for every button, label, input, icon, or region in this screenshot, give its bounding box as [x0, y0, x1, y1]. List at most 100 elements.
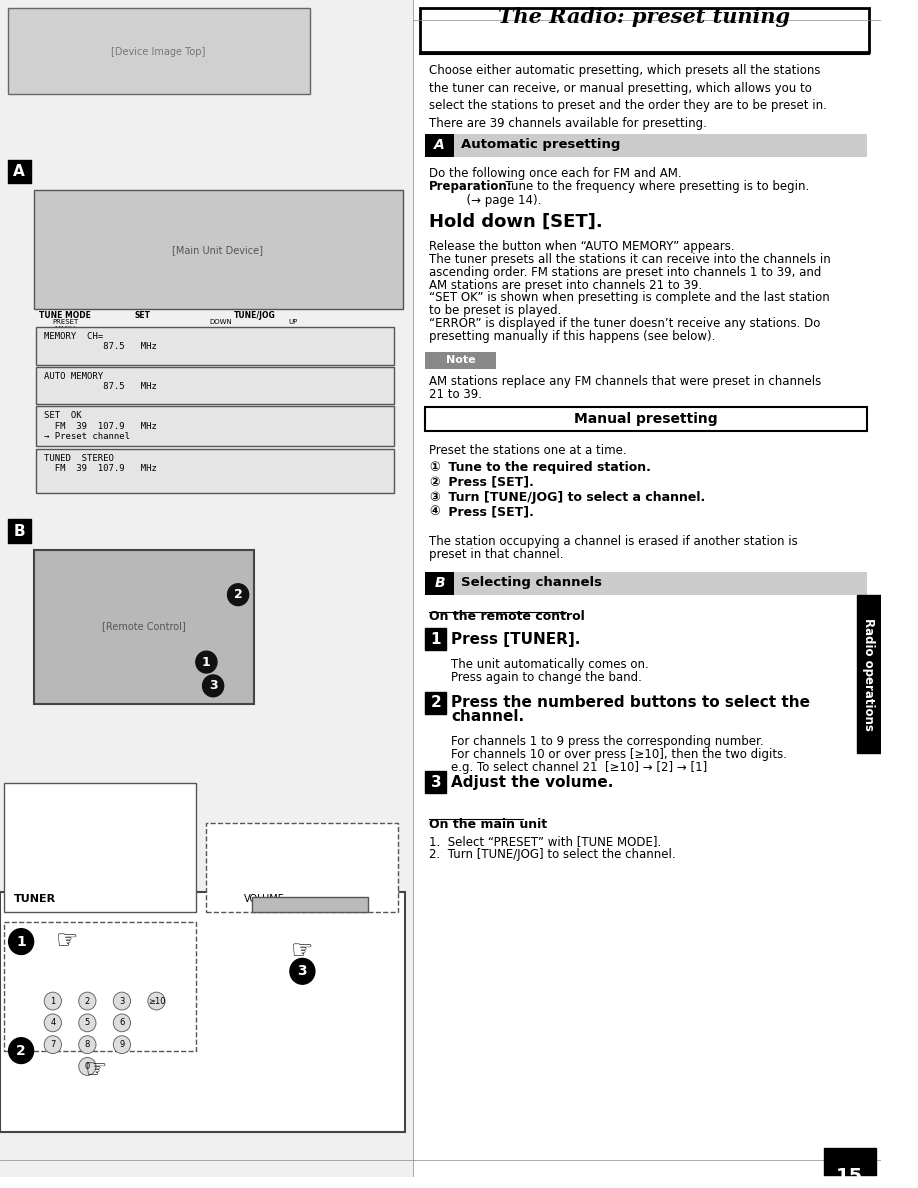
Bar — [4, 783, 196, 912]
Circle shape — [79, 992, 96, 1010]
Bar — [425, 771, 446, 792]
Text: On the main unit: On the main unit — [429, 817, 547, 830]
Text: A: A — [14, 164, 25, 179]
Text: Press [SET].: Press [SET]. — [443, 475, 533, 488]
Circle shape — [44, 992, 62, 1010]
Text: TUNE MODE: TUNE MODE — [39, 311, 91, 321]
Text: AM stations replace any FM channels that were preset in channels: AM stations replace any FM channels that… — [429, 374, 822, 387]
Text: VOLUME: VOLUME — [243, 895, 285, 904]
Bar — [425, 571, 867, 595]
Bar — [207, 822, 398, 912]
Bar — [425, 134, 454, 157]
Text: Selecting channels: Selecting channels — [461, 576, 602, 589]
Text: 3: 3 — [431, 775, 442, 790]
Text: Adjust the volume.: Adjust the volume. — [452, 775, 613, 790]
Text: The station occupying a channel is erased if another station is: The station occupying a channel is erase… — [429, 536, 798, 548]
Text: Turn [TUNE/JOG] to select a channel.: Turn [TUNE/JOG] to select a channel. — [443, 491, 705, 504]
Text: PRESET: PRESET — [52, 320, 78, 326]
Bar — [34, 550, 254, 703]
Circle shape — [44, 1013, 62, 1031]
Text: 2: 2 — [431, 695, 442, 710]
Bar — [425, 134, 867, 157]
Text: A: A — [434, 138, 445, 152]
Bar — [857, 595, 881, 753]
Bar — [420, 8, 868, 51]
Bar — [7, 519, 30, 543]
Text: ☞: ☞ — [56, 929, 78, 954]
Bar — [0, 0, 413, 1177]
Text: B: B — [434, 576, 445, 589]
Text: ascending order. FM stations are preset into channels 1 to 39, and: ascending order. FM stations are preset … — [429, 266, 822, 279]
Text: Press again to change the band.: Press again to change the band. — [452, 671, 642, 684]
Text: B: B — [14, 524, 25, 538]
Bar — [37, 327, 394, 365]
Bar — [7, 8, 310, 94]
Text: 2: 2 — [84, 997, 90, 1005]
Text: “ERROR” is displayed if the tuner doesn’t receive any stations. Do: “ERROR” is displayed if the tuner doesn’… — [429, 317, 821, 330]
Text: 1: 1 — [50, 997, 55, 1005]
Bar — [425, 407, 867, 431]
Bar — [37, 406, 394, 446]
Text: UP: UP — [288, 320, 297, 326]
Circle shape — [113, 1013, 130, 1031]
Bar — [413, 0, 881, 1177]
Bar — [425, 571, 454, 595]
Text: TUNE/JOG: TUNE/JOG — [233, 311, 275, 321]
Text: Preset the stations one at a time.: Preset the stations one at a time. — [429, 444, 627, 457]
Circle shape — [196, 651, 217, 672]
Text: Release the button when “AUTO MEMORY” appears.: Release the button when “AUTO MEMORY” ap… — [429, 240, 734, 253]
Text: [Device Image Top]: [Device Image Top] — [111, 46, 206, 57]
Text: Choose either automatic presetting, which presets all the stations
the tuner can: Choose either automatic presetting, whic… — [429, 64, 827, 129]
Text: AM stations are preset into channels 21 to 39.: AM stations are preset into channels 21 … — [429, 278, 702, 291]
Text: 2.  Turn [TUNE/JOG] to select the channel.: 2. Turn [TUNE/JOG] to select the channel… — [429, 848, 676, 861]
Circle shape — [113, 992, 130, 1010]
Bar — [252, 897, 368, 912]
Text: ☞: ☞ — [291, 940, 314, 963]
Text: 9: 9 — [119, 1041, 125, 1049]
Text: 7: 7 — [50, 1041, 55, 1049]
Text: 1.  Select “PRESET” with [TUNE MODE].: 1. Select “PRESET” with [TUNE MODE]. — [429, 834, 661, 847]
Circle shape — [290, 959, 315, 984]
Circle shape — [79, 1013, 96, 1031]
Bar — [7, 159, 30, 183]
Bar — [4, 922, 196, 1050]
Text: Do the following once each for FM and AM.: Do the following once each for FM and AM… — [429, 166, 682, 179]
Text: 4: 4 — [50, 1018, 55, 1028]
Circle shape — [79, 1057, 96, 1075]
Text: 1: 1 — [17, 935, 26, 948]
Circle shape — [44, 1036, 62, 1054]
Text: 15: 15 — [836, 1167, 863, 1186]
Text: MEMORY  CH=
           87.5   MHz: MEMORY CH= 87.5 MHz — [44, 331, 157, 352]
Text: presetting manually if this happens (see below).: presetting manually if this happens (see… — [429, 330, 715, 343]
Bar — [425, 628, 446, 650]
Text: “SET OK” is shown when presetting is complete and the last station: “SET OK” is shown when presetting is com… — [429, 291, 830, 304]
Text: 8: 8 — [84, 1041, 90, 1049]
Text: Automatic presetting: Automatic presetting — [461, 138, 621, 151]
Text: AUTO MEMORY
           87.5   MHz: AUTO MEMORY 87.5 MHz — [44, 372, 157, 391]
Circle shape — [8, 1038, 34, 1063]
Text: Press the numbered buttons to select the: Press the numbered buttons to select the — [452, 695, 811, 710]
Text: 21 to 39.: 21 to 39. — [429, 387, 482, 400]
Bar — [425, 352, 497, 368]
Text: Press [SET].: Press [SET]. — [443, 505, 533, 518]
Text: SET: SET — [134, 311, 150, 321]
Text: [Main Unit Device]: [Main Unit Device] — [173, 245, 263, 254]
Text: TUNED  STEREO
  FM  39  107.9   MHz: TUNED STEREO FM 39 107.9 MHz — [44, 454, 157, 473]
Text: RQT4934: RQT4934 — [827, 1162, 872, 1171]
Text: Tune to the required station.: Tune to the required station. — [443, 461, 650, 474]
Text: to be preset is played.: to be preset is played. — [429, 304, 562, 317]
Text: [Remote Control]: [Remote Control] — [102, 621, 185, 631]
Text: The tuner presets all the stations it can receive into the channels in: The tuner presets all the stations it ca… — [429, 253, 831, 266]
Text: 1: 1 — [202, 656, 211, 669]
Bar — [425, 691, 446, 714]
Text: 1: 1 — [431, 632, 441, 646]
Bar — [34, 190, 403, 309]
Text: +: + — [355, 901, 364, 910]
Text: TUNER: TUNER — [14, 895, 56, 904]
Text: 6: 6 — [119, 1018, 125, 1028]
Circle shape — [203, 675, 224, 697]
Text: For channels 1 to 9 press the corresponding number.: For channels 1 to 9 press the correspond… — [452, 735, 764, 748]
Bar — [37, 367, 394, 404]
Text: Note: Note — [446, 355, 476, 365]
Text: The Radio: preset tuning: The Radio: preset tuning — [498, 7, 790, 27]
